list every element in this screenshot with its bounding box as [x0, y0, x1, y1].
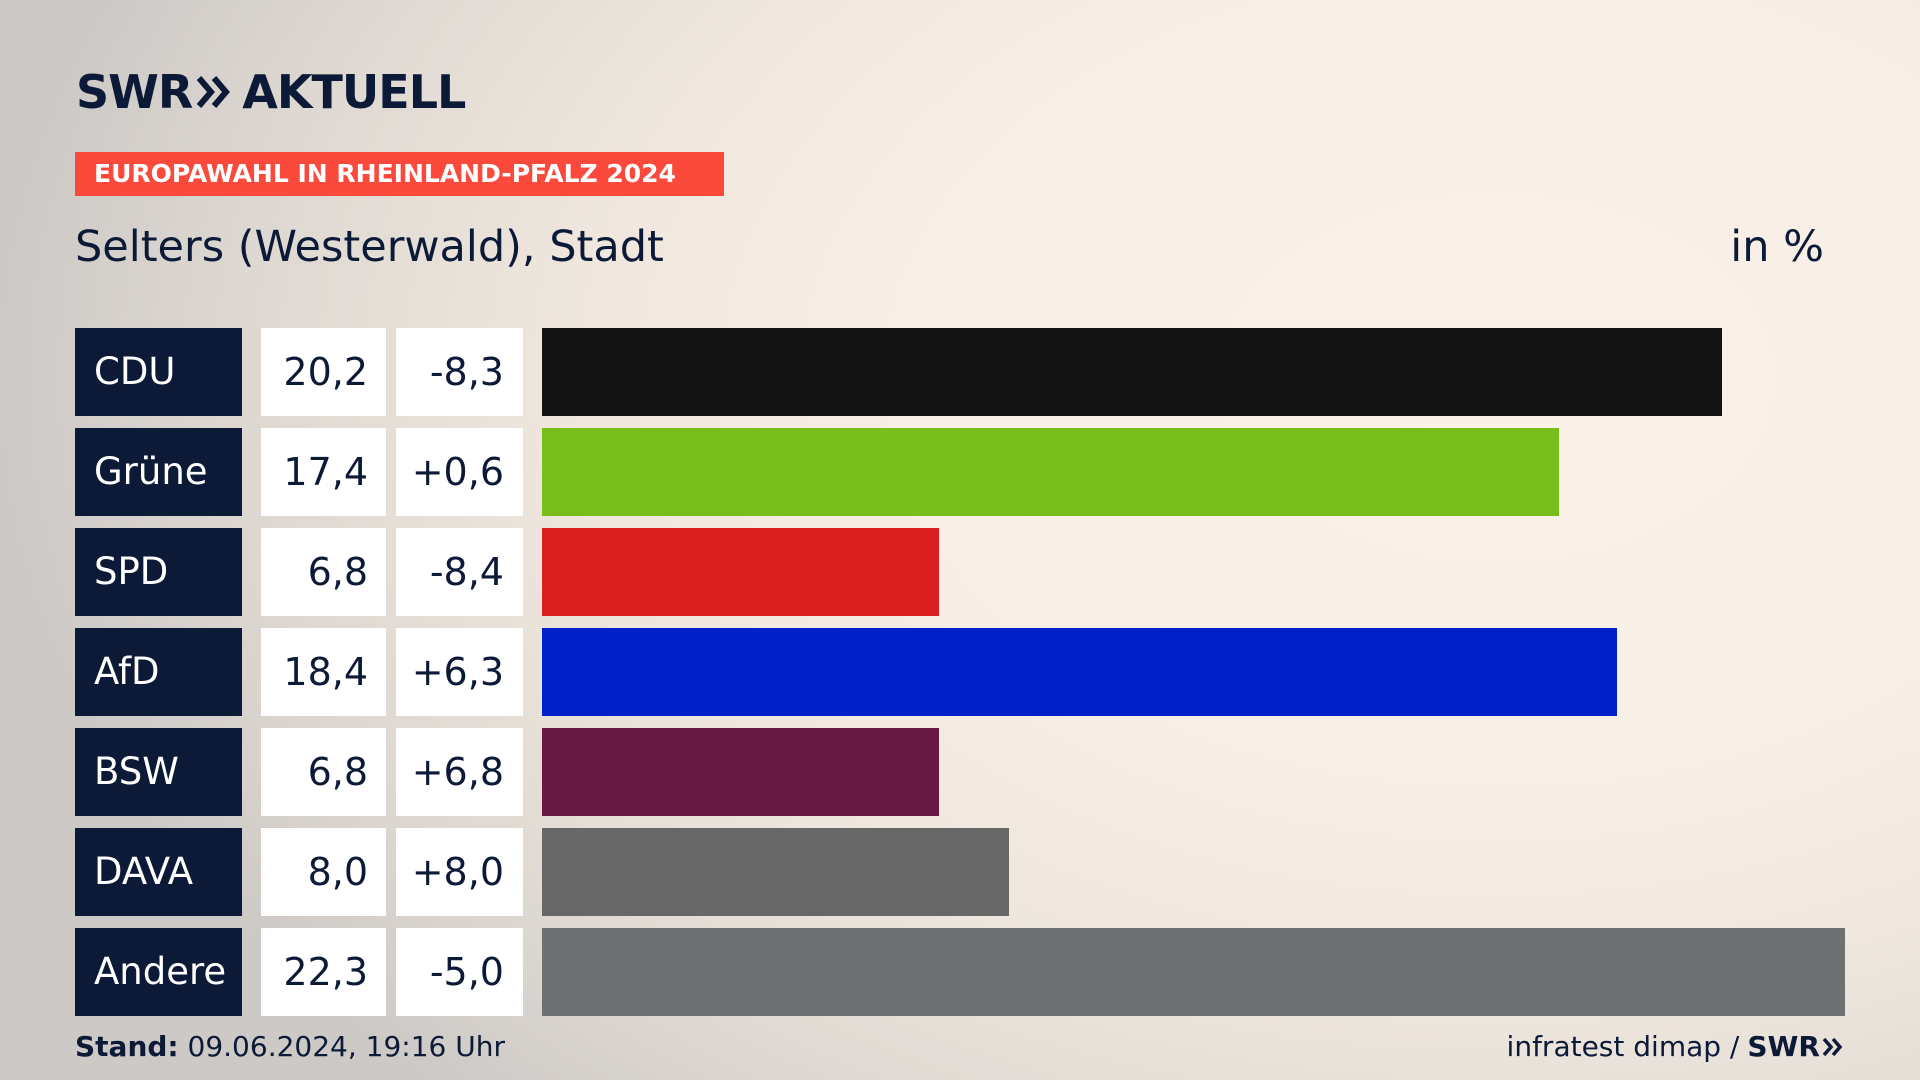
chart-row: DAVA 8,0 +8,0 — [0, 828, 1920, 916]
party-label: DAVA — [75, 828, 242, 916]
bar — [542, 928, 1845, 1016]
diff-label: +0,6 — [396, 428, 523, 516]
stand-value: 09.06.2024, 19:16 Uhr — [187, 1030, 505, 1063]
swr-footer-text: SWR — [1747, 1030, 1820, 1063]
bar — [542, 628, 1617, 716]
diff-label: +8,0 — [396, 828, 523, 916]
value-label: 17,4 — [261, 428, 386, 516]
party-label: CDU — [75, 328, 242, 416]
double-chevron-small-icon — [1822, 1037, 1843, 1056]
diff-label: +6,8 — [396, 728, 523, 816]
bar — [542, 428, 1559, 516]
value-label: 18,4 — [261, 628, 386, 716]
logo-swr-text: SWR — [76, 65, 193, 119]
bar — [542, 828, 1009, 916]
party-label: AfD — [75, 628, 242, 716]
diff-label: -5,0 — [396, 928, 523, 1016]
value-label: 20,2 — [261, 328, 386, 416]
source-text: infratest dimap / — [1506, 1030, 1740, 1063]
chart-row: Grüne 17,4 +0,6 — [0, 428, 1920, 516]
party-label: Andere — [75, 928, 242, 1016]
chart-row: BSW 6,8 +6,8 — [0, 728, 1920, 816]
value-label: 22,3 — [261, 928, 386, 1016]
chart-row: CDU 20,2 -8,3 — [0, 328, 1920, 416]
logo-aktuell-text: AKTUELL — [242, 65, 466, 119]
value-label: 6,8 — [261, 528, 386, 616]
value-label: 8,0 — [261, 828, 386, 916]
party-label: BSW — [75, 728, 242, 816]
bar — [542, 528, 939, 616]
stand-label: Stand: — [75, 1030, 179, 1063]
election-banner: EUROPAWAHL IN RHEINLAND-PFALZ 2024 — [75, 152, 724, 196]
diff-label: -8,4 — [396, 528, 523, 616]
chart-row: AfD 18,4 +6,3 — [0, 628, 1920, 716]
chart-subtitle: Selters (Westerwald), Stadt — [75, 222, 664, 272]
diff-label: +6,3 — [396, 628, 523, 716]
diff-label: -8,3 — [396, 328, 523, 416]
double-chevron-icon — [196, 75, 232, 109]
unit-label: in % — [1730, 222, 1824, 272]
party-label: SPD — [75, 528, 242, 616]
chart-row: SPD 6,8 -8,4 — [0, 528, 1920, 616]
timestamp: Stand: 09.06.2024, 19:16 Uhr — [75, 1030, 505, 1063]
party-label: Grüne — [75, 428, 242, 516]
value-label: 6,8 — [261, 728, 386, 816]
source-credit: infratest dimap / SWR — [1507, 1030, 1844, 1063]
swr-aktuell-logo: SWR AKTUELL — [76, 65, 466, 119]
swr-footer-logo: SWR — [1747, 1030, 1844, 1063]
bar — [542, 728, 939, 816]
bar — [542, 328, 1722, 416]
chart-row: Andere 22,3 -5,0 — [0, 928, 1920, 1016]
